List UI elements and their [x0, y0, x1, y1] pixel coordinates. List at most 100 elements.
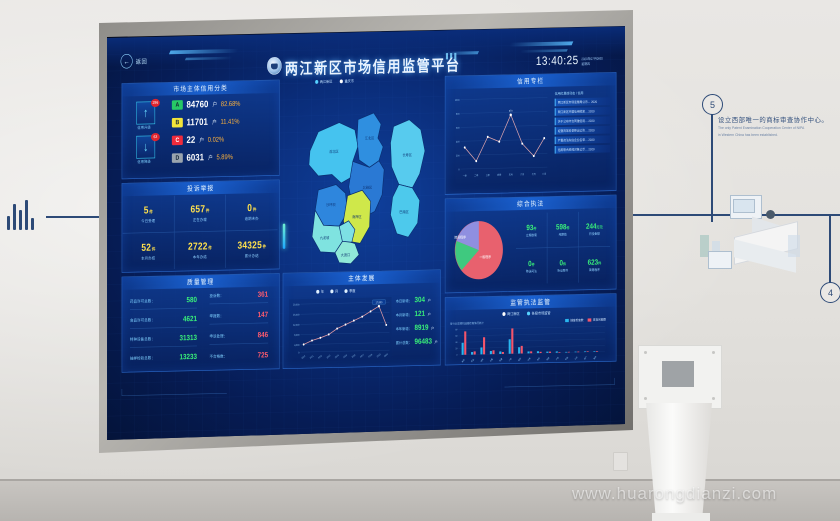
law-kpi-value: 598件	[555, 222, 570, 232]
grade-row-a[interactable]: A 84760 户 82.68%	[171, 98, 241, 110]
growth-stat-label: 累计总数：	[395, 340, 412, 346]
quality-row[interactable]: 药品许可总数： 580	[130, 291, 197, 310]
complaint-cell[interactable]: 0件 逾期未办	[225, 193, 278, 232]
supervision-legend: 抽查检查数 发现问题数	[565, 317, 606, 323]
clock: 13:40:25 2020年07月09日 星期四	[536, 53, 603, 68]
svg-text:认证: 认证	[573, 355, 578, 361]
supervision-toggle-label: 各级市场监管	[531, 311, 551, 316]
region-map[interactable]: 渝北区 江北区 北碚区 长寿区 巴南区 沙坪坝 九龙坡 南岸区 大渡口	[291, 92, 448, 285]
back-button-label: 返回	[135, 58, 148, 66]
credit-trend-tag[interactable]: 信用联合惩戒对象公示… 2020	[554, 144, 611, 154]
back-button[interactable]: ← 返回	[120, 53, 148, 69]
up-arrow-icon: ↑	[143, 105, 149, 120]
svg-text:五月: 五月	[509, 172, 513, 176]
credit-trend-line-chart[interactable]: 0 200 400 600 800 1000 870 一季 二季 三季 四季 五月 六月 七月 八…	[450, 91, 549, 182]
quality-value: 580	[186, 295, 197, 305]
grade-row-c[interactable]: C 22 户 0.02%	[171, 134, 224, 146]
pie-label-text: 简易程序	[454, 235, 466, 240]
credit-trend-title: 信用专栏	[445, 72, 616, 90]
svg-text:广告: 广告	[508, 356, 513, 362]
map-legend-item-lj[interactable]: 两江新区	[315, 78, 332, 84]
credit-trend-tag[interactable]: 严重违法失信企业名单… 2020	[554, 135, 611, 145]
grade-unit-b: 户	[212, 118, 217, 126]
complaint-label: 本月办结	[141, 255, 156, 261]
credit-trend-tag-list: 信用红黑榜动态 / 信用 两江新区市场监管局公示… 2020 两江新区开展信用修…	[554, 90, 611, 154]
grade-unit-c: 户	[199, 136, 205, 144]
complaint-cell[interactable]: 34325件 累计办结	[226, 230, 278, 268]
quality-row[interactable]: 不合格数： 725	[210, 347, 269, 365]
complaint-label: 累计办结	[244, 253, 259, 259]
supervision-legend-issue[interactable]: 发现问题数	[587, 317, 606, 322]
quality-row[interactable]: 投诉数： 361	[209, 285, 269, 305]
wall-bars-icon	[7, 200, 34, 230]
complaints-grid: 5件 今日受理 657件 正在办理 0件 逾期未办 52件 本月办结 2722件	[122, 193, 278, 271]
svg-text:870: 870	[509, 111, 513, 113]
complaint-cell[interactable]: 5件 今日受理	[122, 195, 175, 234]
quality-row[interactable]: 举报数： 147	[209, 306, 269, 325]
kiosk-base	[652, 513, 710, 521]
complaint-value: 52件	[141, 242, 156, 254]
grade-count-d: 6031	[186, 152, 204, 164]
complaint-cell[interactable]: 657件 正在办理	[174, 194, 226, 233]
law-kpi[interactable]: 598件 结案数	[547, 211, 579, 249]
grade-count-b: 11701	[186, 116, 208, 128]
legend-swatch-icon	[565, 318, 569, 323]
growth-toggle-quarter[interactable]: 季度	[344, 288, 355, 294]
grade-row-b[interactable]: B 11701 户 11.41%	[171, 116, 240, 128]
complaint-cell[interactable]: 52件 本月办结	[122, 232, 175, 271]
law-kpi[interactable]: 244万元 罚没金额	[578, 211, 611, 248]
credit-trend-tag[interactable]: 两江新区开展信用修复… 2020	[554, 106, 611, 116]
growth-stat-unit: 户	[431, 327, 435, 331]
law-kpi[interactable]: 93件 立案数量	[515, 212, 548, 249]
svg-text:1000: 1000	[455, 100, 460, 102]
growth-stat-unit: 户	[427, 313, 431, 318]
quality-label: 特种设备总数：	[130, 337, 155, 343]
credit-trend-tag[interactable]: 两江新区市场监管局公示… 2020	[554, 97, 611, 107]
integrated-law-title: 综合执法	[445, 195, 616, 212]
region-map-svg: 渝北区 江北区 北碚区 长寿区 巴南区 沙坪坝 九龙坡 南岸区 大渡口	[308, 112, 426, 265]
svg-text:合同: 合同	[536, 356, 541, 362]
law-kpi[interactable]: 0件 移送司法	[515, 248, 548, 285]
complaint-label: 正在办理	[192, 217, 207, 223]
growth-toggle-year[interactable]: 年	[316, 288, 324, 294]
back-arrow-icon: ←	[120, 53, 133, 69]
svg-text:4,000: 4,000	[294, 345, 300, 347]
credit-trend-tag[interactable]: 关于公布守合同重信用… 2020	[554, 116, 611, 126]
credit-trend-tag[interactable]: 经营异常名录移出公告… 2020	[554, 125, 611, 135]
kiosk-screw	[644, 351, 647, 354]
svg-text:药品: 药品	[470, 357, 475, 362]
law-kpi[interactable]: 0件 听证案件	[547, 247, 579, 284]
map-legend-item-cq[interactable]: 重庆市	[339, 78, 354, 84]
complaint-cell[interactable]: 2722件 本年办结	[174, 231, 226, 270]
svg-text:0: 0	[298, 352, 300, 354]
quality-row[interactable]: 申诉处理： 846	[209, 326, 269, 345]
growth-toggles: 年 月 季度	[316, 288, 355, 295]
grade-pct-a: 82.68%	[220, 99, 241, 108]
growth-toggle-month[interactable]: 月	[330, 288, 338, 294]
toggle-dot-icon	[344, 288, 348, 293]
quality-row[interactable]: 特种设备总数： 31313	[130, 329, 197, 348]
credit-upgrade-label: 信用升级	[137, 126, 151, 131]
supervision-legend-check[interactable]: 抽查检查数	[565, 318, 583, 323]
law-kpi[interactable]: 623件 简易程序	[579, 247, 610, 283]
display-screen: ← 返回 两江新区市场信用监管平台 13:40:25 2020年07月09日 星…	[107, 26, 625, 440]
supervision-toggle-lj[interactable]: 两江新区	[502, 311, 520, 317]
quality-row[interactable]: 抽样检验总数： 13233	[130, 348, 197, 366]
grade-row-d[interactable]: D 6031 户 5.89%	[171, 151, 233, 164]
growth-line-chart[interactable]: 0 4,000 8,000 12,000 16,000 20,000 17,800 20…	[289, 297, 392, 360]
wall-note-text: 设立西部唯一的商标审查协作中心。 The only Patent Examina…	[718, 115, 828, 138]
svg-text:网络: 网络	[545, 356, 550, 362]
integrated-law-pie-chart[interactable]	[450, 215, 508, 286]
credit-downgrade-label: 信用降级	[137, 160, 151, 165]
svg-text:2016: 2016	[352, 354, 357, 359]
credit-trend-tag-header: 信用红黑榜动态 / 信用	[554, 91, 584, 97]
supervision-bar-chart[interactable]: 0 20 40 60 80	[450, 324, 607, 363]
quality-row[interactable]: 食品许可总数： 4621	[130, 310, 197, 329]
toggle-dot-icon	[330, 289, 334, 294]
svg-text:质量: 质量	[498, 357, 503, 363]
complaint-value: 2722件	[188, 240, 213, 252]
growth-toggle-label: 年	[320, 290, 325, 295]
supervision-toggle-all[interactable]: 各级市场监管	[526, 310, 551, 316]
map-district-jiangbei	[356, 112, 384, 168]
